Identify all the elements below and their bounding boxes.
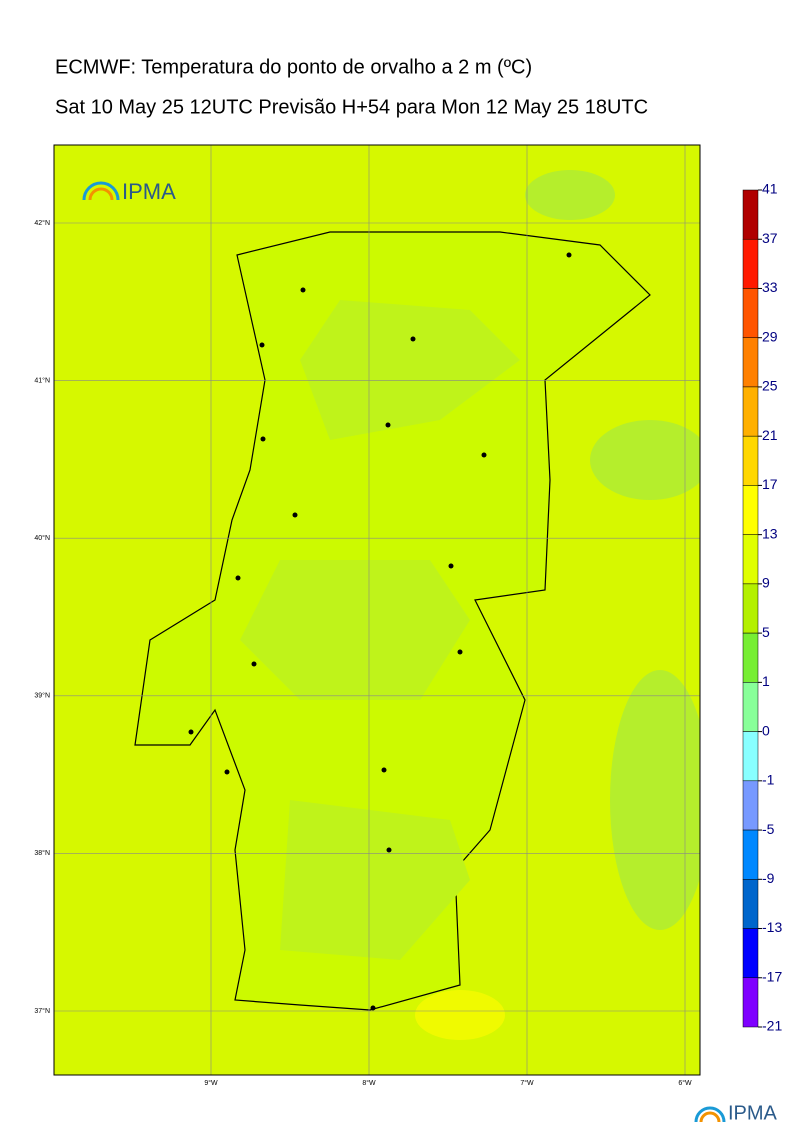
colorbar-label: 29 [762,328,778,344]
colorbar-segment [742,435,759,486]
colorbar-segment [742,238,759,289]
colorbar-label: 0 [762,722,770,738]
colorbar-label: 13 [762,525,778,541]
lon-label: 8°W [362,1079,376,1087]
colorbar-label: 5 [762,624,770,640]
colorbar-segment [742,682,759,732]
colorbar-label: 25 [762,378,778,394]
lon-label: 6°W [678,1079,692,1087]
colorbar-segment [742,583,759,634]
colorbar-segment [742,780,759,831]
lat-label: 40°N [34,534,50,542]
colorbar-label: 41 [762,181,778,197]
colorbar-label: 33 [762,279,778,295]
graticule: 42°N 41°N 40°N 39°N 38°N 37°N 9°W 8°W 7°W 6°W [34,145,700,1087]
colorbar-label: -21 [762,1018,782,1034]
subtitle: Sat 10 May 25 12UTC Previsão H+54 para M… [55,96,648,118]
colorbar-segment [742,977,759,1028]
colorbar: 41 37 33 29 25 21 17 13 9 5 1 0 -1 -5 -9 -13 -17 -21 [742,181,782,1034]
lon-label: 9°W [204,1079,218,1087]
map-frame [53,144,701,1076]
lat-label: 42°N [34,219,50,227]
logo-footer: IPMA [694,1102,778,1124]
colorbar-segment [742,632,759,683]
colorbar-segment [742,288,759,338]
colorbar-label: -1 [762,772,775,788]
colorbar-segment [742,731,759,782]
colorbar-label: 17 [762,476,778,492]
colorbar-label: 37 [762,230,778,246]
logo-text: IPMA [122,179,176,204]
colorbar-label: 21 [762,427,778,443]
map-field [54,145,700,1075]
colorbar-segment [742,534,759,585]
colorbar-segment [742,879,759,929]
colorbar-segment [742,337,759,388]
lon-label: 7°W [520,1079,534,1087]
logo-text: IPMA [728,1102,778,1124]
lat-label: 39°N [34,692,50,700]
colorbar-label: 1 [762,673,770,689]
colorbar-segment [742,485,759,535]
colorbar-label: -17 [762,968,782,984]
lat-label: 37°N [34,1007,50,1015]
colorbar-segment [742,386,759,437]
logo-map: IPMA [82,179,176,204]
title: ECMWF: Temperatura do ponto de orvalho a… [55,56,532,78]
colorbar-label: -5 [762,821,775,837]
colorbar-label: 9 [762,575,770,591]
colorbar-segment [742,829,759,880]
lat-label: 41°N [34,376,50,384]
colorbar-label: -9 [762,870,775,886]
lat-label: 38°N [34,849,50,857]
colorbar-segment [742,189,759,240]
colorbar-label: -13 [762,919,782,935]
colorbar-segment [742,928,759,979]
